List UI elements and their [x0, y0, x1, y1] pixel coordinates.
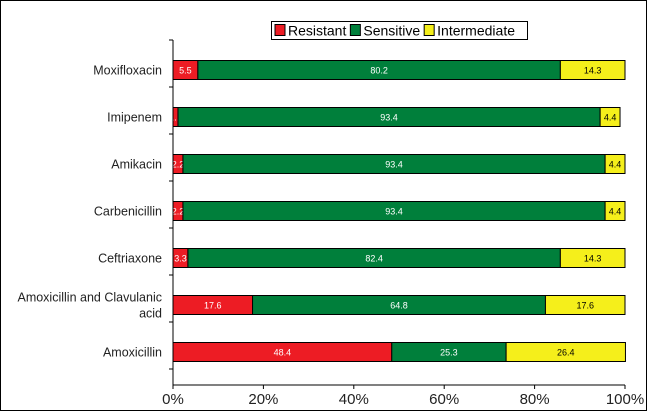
bar-intermediate-amikacin: [604, 154, 626, 174]
x-tick-label: 0%: [162, 391, 184, 408]
y-tick-label-imipenem: Imipenem: [107, 111, 162, 125]
data-label-resistant-carbenicillin: 2.2: [172, 207, 185, 217]
legend-swatch-resistant: [274, 24, 286, 36]
legend-label-resistant: Resistant: [288, 23, 346, 39]
y-tick-label-amikacin: Amikacin: [111, 158, 162, 172]
bar-intermediate-carbenicillin: [604, 201, 626, 221]
data-label-sensitive-amoxicillin: 25.3: [440, 348, 458, 358]
y-axis: Moxifloxacin Imipenem Amikacin Carbenicilli…: [17, 39, 174, 385]
legend-swatch-intermediate: [423, 24, 435, 36]
bar-intermediate-amoxicillin: [505, 342, 626, 362]
legend-label-intermediate: Intermediate: [437, 23, 515, 39]
data-label-resistant-amoxicillin-and-clavulanic-acid: 17.6: [204, 301, 222, 311]
x-tick-label: 100%: [606, 391, 644, 408]
legend-swatch-sensitive: [349, 24, 361, 36]
data-label-sensitive-ceftriaxone: 82.4: [365, 254, 383, 264]
data-label-sensitive-moxifloxacin: 80.2: [370, 66, 388, 76]
bar-intermediate-amoxicillin-and-clavulanic-acid: [544, 295, 626, 315]
x-tick-label: 20%: [248, 391, 278, 408]
legend: Resistant Sensitive Intermediate: [271, 21, 528, 40]
data-label-intermediate-amikacin: 4.4: [609, 160, 622, 170]
y-tick-label-amoxicillin-and-clavulanic-acid: Amoxicillin and Clavulanic acid: [17, 291, 162, 321]
x-tick-label: 80%: [520, 391, 550, 408]
x-tick-label: 40%: [339, 391, 369, 408]
data-label-intermediate-moxifloxacin: 14.3: [584, 66, 602, 76]
data-label-resistant-ceftriaxone: 3.3: [174, 254, 187, 264]
data-label-sensitive-amikacin: 93.4: [385, 160, 403, 170]
data-label-sensitive-amoxicillin-and-clavulanic-acid: 64.8: [390, 301, 408, 311]
data-label-sensitive-carbenicillin: 93.4: [385, 207, 403, 217]
y-tick-label-amoxicillin: Amoxicillin: [103, 346, 162, 360]
x-axis: 0% 20% 40% 60% 80% 100%: [162, 384, 644, 408]
data-label-intermediate-imipenem: 4.4: [604, 113, 617, 123]
legend-box: [271, 21, 528, 40]
data-label-resistant-imipenem: 1.1: [169, 113, 182, 123]
data-label-resistant-amoxicillin: 48.4: [274, 348, 292, 358]
y-tick-label-moxifloxacin: Moxifloxacin: [93, 64, 162, 78]
y-tick-label-ceftriaxone: Ceftriaxone: [98, 252, 162, 266]
bars: 5.5 80.2 14.3 1.1 93.4 4.4 2.2 93.4 4.4 2.2 93.4 4.…: [169, 60, 626, 362]
bar-intermediate-imipenem: [599, 107, 621, 127]
data-label-resistant-moxifloxacin: 5.5: [179, 66, 192, 76]
data-label-intermediate-amoxicillin-and-clavulanic-acid: 17.6: [576, 301, 594, 311]
data-label-resistant-amikacin: 2.2: [172, 160, 185, 170]
legend-label-sensitive: Sensitive: [363, 23, 420, 39]
bar-intermediate-ceftriaxone: [559, 248, 626, 268]
data-label-sensitive-imipenem: 93.4: [380, 113, 398, 123]
data-label-intermediate-ceftriaxone: 14.3: [584, 254, 602, 264]
y-tick-label-carbenicillin: Carbenicillin: [94, 205, 162, 219]
data-label-intermediate-carbenicillin: 4.4: [609, 207, 622, 217]
x-tick-label: 60%: [429, 391, 459, 408]
data-label-intermediate-amoxicillin: 26.4: [557, 348, 575, 358]
bar-intermediate-moxifloxacin: [559, 60, 626, 80]
